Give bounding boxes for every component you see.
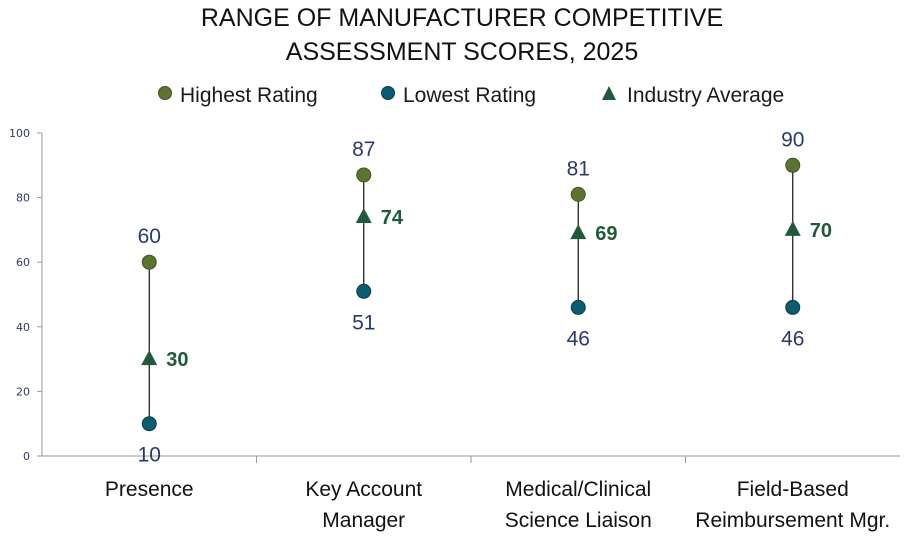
legend-highest-label: Highest Rating xyxy=(180,84,318,107)
legend-highest-marker xyxy=(158,86,172,100)
highest-rating-label: 87 xyxy=(352,138,375,161)
legend-item-average: Industry Average xyxy=(602,84,784,107)
highest-rating-point xyxy=(141,254,157,270)
legend-lowest-marker xyxy=(381,86,395,100)
y-tick-label: 40 xyxy=(16,321,30,334)
x-category-label-line: Medical/Clinical xyxy=(505,478,651,501)
industry-average-label: 70 xyxy=(810,220,832,242)
lowest-rating-point xyxy=(141,416,157,432)
y-tick-label: 100 xyxy=(9,127,30,140)
highest-rating-label: 60 xyxy=(138,225,161,248)
legend-average-marker xyxy=(602,86,616,100)
y-tick-label: 60 xyxy=(16,256,30,269)
data-marks: 60 10 30 87 51 74 81 46 69 90 46 70 xyxy=(138,128,832,466)
legend-average-label: Industry Average xyxy=(627,84,784,107)
industry-average-point xyxy=(355,207,372,223)
industry-average-label: 30 xyxy=(166,349,188,371)
highest-rating-label: 81 xyxy=(567,157,590,180)
x-category-label: Presence xyxy=(105,478,194,501)
x-category-label-line: Reimbursement Mgr. xyxy=(695,509,890,532)
industry-average-point xyxy=(570,224,587,240)
lowest-rating-label: 51 xyxy=(352,311,375,334)
legend-item-lowest: Lowest Rating xyxy=(381,84,536,107)
lowest-rating-point xyxy=(785,299,801,315)
y-tick-label: 20 xyxy=(16,385,30,398)
x-category-label-line: Key Account xyxy=(305,478,422,501)
industry-average-point xyxy=(784,220,801,236)
y-tick-label: 80 xyxy=(16,192,30,205)
chart-title-line-1: RANGE OF MANUFACTURER COMPETITIVE xyxy=(201,4,723,32)
legend: Highest Rating Lowest Rating Industry Av… xyxy=(158,84,784,107)
lowest-rating-label: 10 xyxy=(138,444,161,467)
x-category-label-line: Field-Based xyxy=(737,478,849,501)
x-category-label: Key Account Manager xyxy=(305,478,422,532)
chart-title-line-2: ASSESSMENT SCORES, 2025 xyxy=(286,38,638,66)
x-ticks: Presence Key Account Manager Medical/Clinic… xyxy=(105,456,890,532)
lowest-rating-label: 46 xyxy=(781,327,804,350)
x-category-label-line: Manager xyxy=(322,509,405,532)
industry-average-label: 69 xyxy=(595,223,617,245)
x-category-label: Field-Based Reimbursement Mgr. xyxy=(695,478,890,532)
y-tick-label: 0 xyxy=(23,450,30,463)
x-category-label-line: Presence xyxy=(105,478,194,501)
legend-lowest-label: Lowest Rating xyxy=(403,84,536,107)
highest-rating-point xyxy=(785,157,801,173)
y-ticks: 0 20 40 60 80 100 xyxy=(9,127,42,463)
lowest-rating-point xyxy=(570,299,586,315)
legend-item-highest: Highest Rating xyxy=(158,84,318,107)
lowest-rating-label: 46 xyxy=(567,327,590,350)
highest-rating-point xyxy=(356,167,372,183)
highest-rating-point xyxy=(570,186,586,202)
x-category-label-line: Science Liaison xyxy=(505,509,652,532)
lowest-rating-point xyxy=(356,283,372,299)
x-category-label: Medical/Clinical Science Liaison xyxy=(505,478,652,532)
highest-rating-label: 90 xyxy=(781,128,804,151)
industry-average-point xyxy=(141,350,158,366)
industry-average-label: 74 xyxy=(381,207,404,229)
